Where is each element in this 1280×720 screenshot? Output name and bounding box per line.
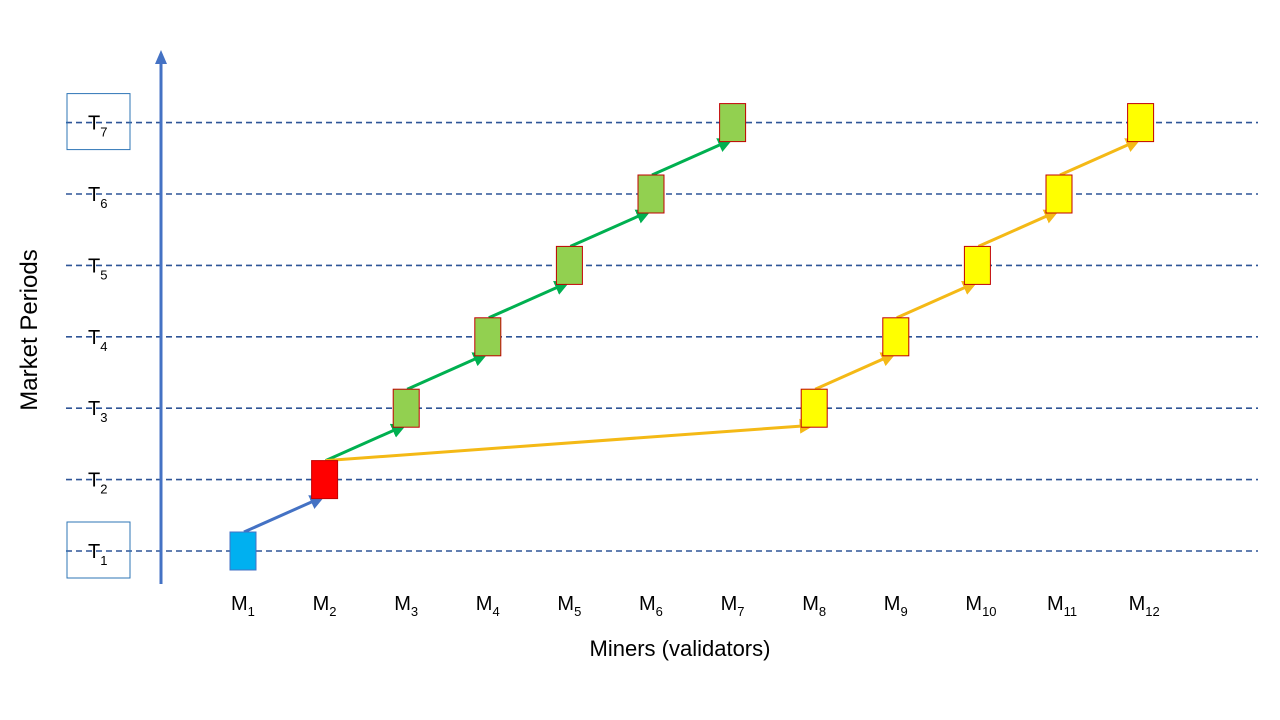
period-label-box-t1 (66, 521, 131, 579)
block-m10-t5 (963, 245, 991, 285)
miner-label-m8: M8 (802, 593, 826, 619)
link-m11-m12 (1059, 138, 1141, 177)
miner-label-m6: M6 (639, 593, 663, 619)
block-m8-t3 (800, 388, 828, 428)
period-label-t1: T1 (88, 541, 107, 568)
period-labels: T1 T2 T3 T4 T5 T6 T7 (66, 93, 131, 579)
link-m9-m10 (896, 281, 978, 320)
link-m6-m7 (651, 138, 733, 177)
block-m2-t2 (311, 460, 339, 500)
block-m3-t3 (392, 388, 420, 428)
block-m6-t6 (637, 174, 665, 214)
period-label-t7: T7 (88, 113, 107, 140)
miner-label-m1: M1 (231, 593, 255, 619)
y-axis-label: Market Periods (16, 249, 43, 410)
link-m2-m3 (324, 423, 407, 462)
block-links (243, 138, 1141, 534)
miner-label-m7: M7 (721, 593, 745, 619)
miner-labels: M1 M2 M3 M4 M5 M6 M7 M8 M9 M10 M11 M12 (231, 593, 1160, 619)
period-label-t5: T5 (88, 255, 107, 282)
miner-label-m4: M4 (476, 593, 500, 619)
miner-label-m2: M2 (313, 593, 337, 619)
block-m11-t6 (1045, 174, 1073, 214)
miner-label-m12: M12 (1129, 593, 1160, 619)
miner-label-m9: M9 (884, 593, 908, 619)
blocks (229, 103, 1155, 571)
link-m10-m11 (977, 209, 1060, 248)
miner-label-m3: M3 (394, 593, 418, 619)
miner-label-m5: M5 (557, 593, 581, 619)
block-m1-t1 (229, 531, 257, 571)
link-m1-m2 (243, 495, 325, 534)
miner-label-m10: M10 (965, 593, 996, 619)
block-m5-t5 (555, 245, 583, 285)
block-m4-t4 (474, 317, 502, 357)
y-axis-arrowhead (155, 50, 167, 64)
period-label-box-t7 (66, 93, 131, 151)
period-label-t2: T2 (88, 470, 107, 497)
x-axis-label: Miners (validators) (590, 636, 771, 661)
link-m2-m8 (325, 418, 815, 463)
block-m12-t7 (1127, 103, 1155, 143)
period-label-t4: T4 (88, 327, 107, 354)
link-m5-m6 (569, 209, 652, 248)
block-m9-t4 (882, 317, 910, 357)
period-label-t6: T6 (88, 184, 107, 211)
link-m8-m9 (814, 352, 897, 391)
miner-label-m11: M11 (1047, 593, 1077, 619)
link-m4-m5 (488, 281, 570, 320)
period-label-t3: T3 (88, 398, 107, 425)
link-m3-m4 (406, 352, 489, 391)
block-m7-t7 (719, 103, 747, 143)
